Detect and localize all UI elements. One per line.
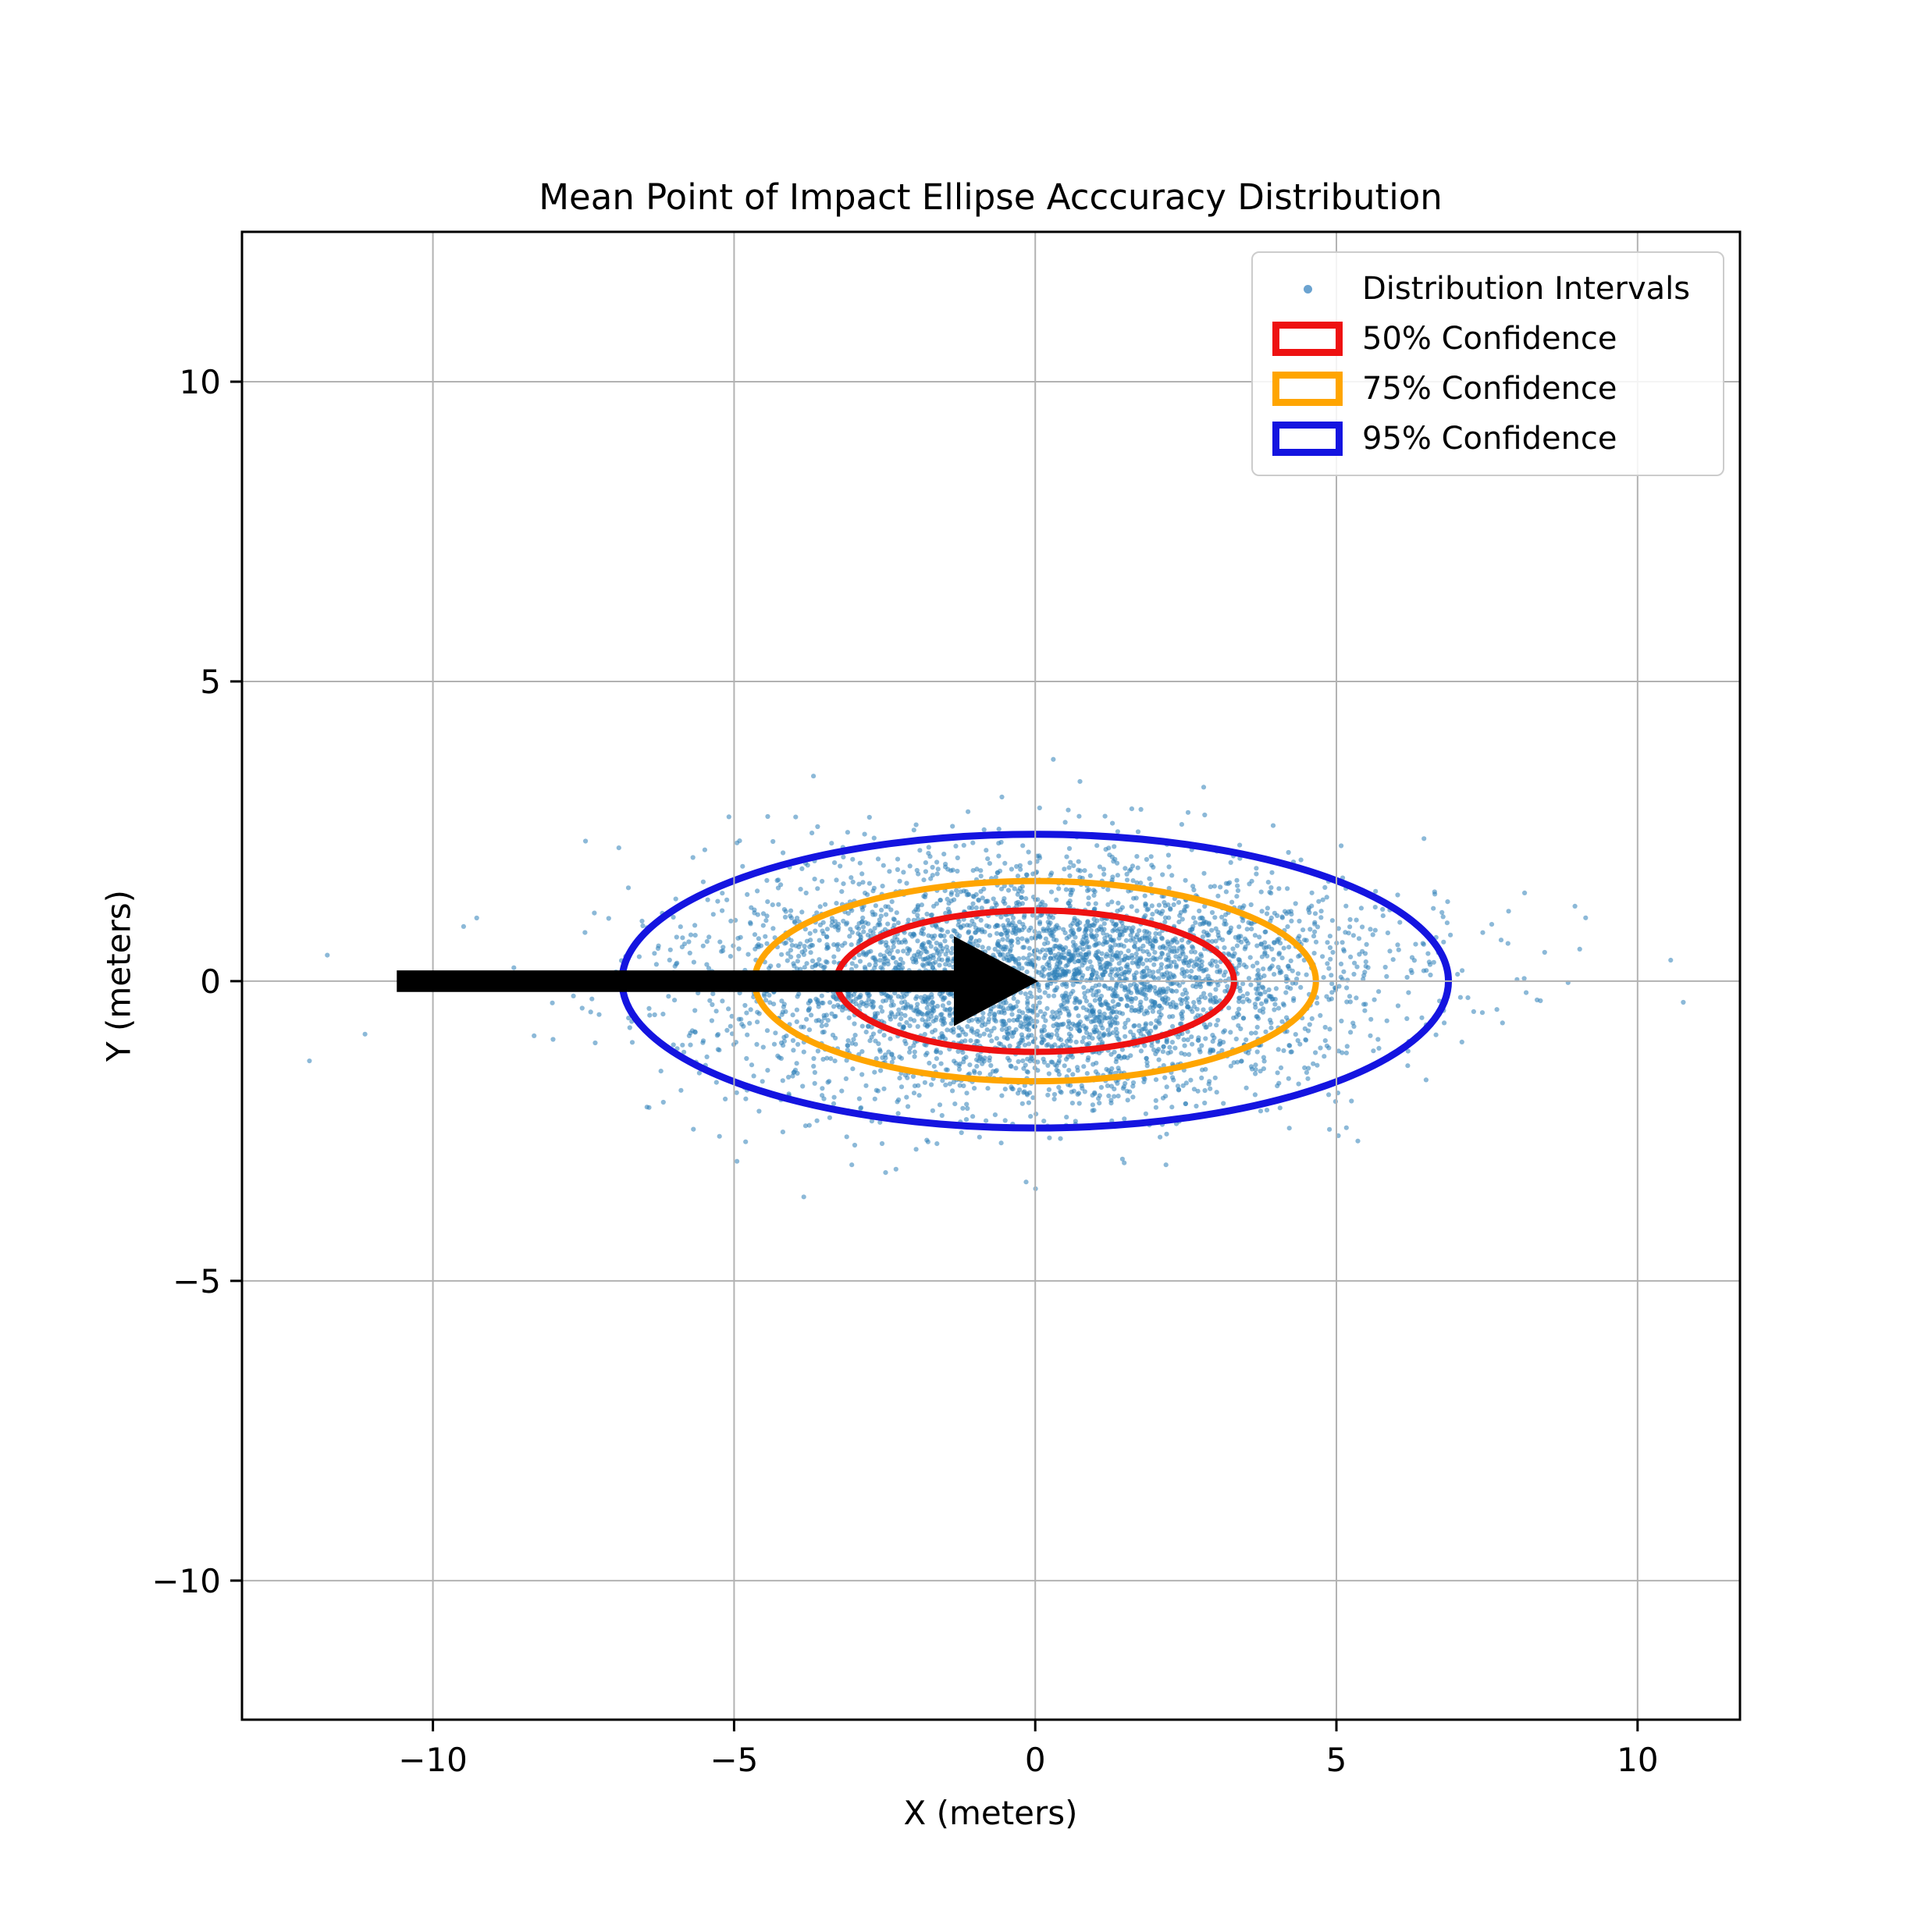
x-tick-label: 5 xyxy=(1326,1741,1347,1779)
y-tick-label: 10 xyxy=(180,363,221,401)
legend-label: 95% Confidence xyxy=(1362,421,1617,457)
legend-swatch xyxy=(1272,422,1343,456)
x-tick-label: 0 xyxy=(1025,1741,1046,1779)
legend-swatch xyxy=(1272,322,1343,356)
x-tick-label: 10 xyxy=(1617,1741,1658,1779)
legend-dot xyxy=(1303,284,1312,294)
legend-row-2: 75% Confidence xyxy=(1253,364,1723,414)
scatter-marker-icon xyxy=(1253,284,1362,294)
x-tick-label: −5 xyxy=(710,1741,758,1779)
chart-title: Mean Point of Impact Ellipse Acccuracy D… xyxy=(539,176,1443,218)
legend-row-0: Distribution Intervals xyxy=(1253,264,1723,314)
y-axis-label: Y (meters) xyxy=(99,890,138,1062)
axes-spines xyxy=(240,230,1742,1721)
legend-row-3: 95% Confidence xyxy=(1253,414,1723,464)
ellipse-swatch-icon xyxy=(1253,422,1362,456)
x-tick-label: −10 xyxy=(398,1741,468,1779)
legend-label: 50% Confidence xyxy=(1362,321,1617,357)
impact-arrow xyxy=(397,936,1039,1026)
y-tick-label: −10 xyxy=(151,1562,221,1600)
legend-row-1: 50% Confidence xyxy=(1253,314,1723,364)
y-tick-label: 0 xyxy=(200,962,221,1001)
y-tick-label: 5 xyxy=(200,663,221,701)
y-tick-label: −5 xyxy=(173,1262,221,1300)
x-axis-label: X (meters) xyxy=(903,1794,1078,1832)
legend: Distribution Intervals 50% Confidence 75% … xyxy=(1251,251,1724,476)
legend-label: Distribution Intervals xyxy=(1362,271,1691,307)
ellipse-swatch-icon xyxy=(1253,372,1362,406)
legend-swatch xyxy=(1272,372,1343,406)
ellipse-swatch-icon xyxy=(1253,322,1362,356)
axis-ticks: −10 −5 0 5 10 −10 −5 0 5 10 xyxy=(151,363,1658,1779)
legend-label: 75% Confidence xyxy=(1362,371,1617,407)
